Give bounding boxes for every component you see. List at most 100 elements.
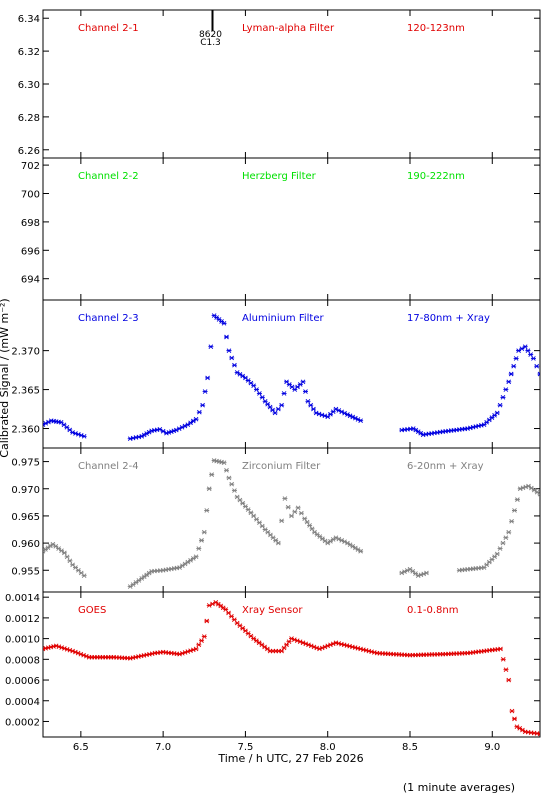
y-tick-label: 0.0012 — [5, 614, 40, 625]
data-point — [309, 526, 315, 532]
data-point — [284, 642, 290, 648]
panel-label: GOES — [78, 605, 106, 616]
data-point — [270, 407, 276, 413]
data-point — [240, 373, 246, 379]
y-tick-label: 6.26 — [18, 146, 40, 157]
flare-class-label: C1.3 — [200, 38, 221, 48]
data-point — [231, 617, 237, 623]
y-tick-label: 700 — [21, 190, 40, 201]
data-point — [234, 370, 240, 375]
x-axis-label: Time / h UTC, 27 Feb 2026 — [217, 752, 363, 765]
data-point — [281, 391, 287, 396]
data-point — [256, 640, 262, 646]
data-point — [177, 565, 183, 570]
panel-4: 0.955 0.960 0.965 0.970 0.975 Channel 2-4 Zirc… — [11, 447, 541, 593]
data-point — [307, 523, 313, 528]
data-point — [327, 538, 333, 544]
data-point — [509, 708, 515, 714]
data-point — [254, 387, 260, 392]
y-tick-label: 6.30 — [18, 80, 40, 91]
data-point — [530, 356, 536, 361]
data-point — [199, 638, 205, 643]
data-point — [511, 363, 517, 369]
y-tick-label: 0.970 — [11, 485, 40, 496]
data-point — [229, 481, 235, 487]
data-point — [205, 375, 211, 381]
y-tick-label: 0.0014 — [5, 593, 40, 604]
data-point — [201, 529, 207, 535]
panel-label: 120-123nm — [407, 23, 465, 34]
data-point — [302, 516, 308, 521]
panel-label: Zirconium Filter — [242, 461, 321, 472]
y-tick-label: 0.0006 — [5, 676, 40, 687]
data-points — [43, 600, 540, 737]
data-point — [281, 645, 287, 651]
data-point — [185, 559, 191, 565]
panel-2: 694 696 698 700 702 Channel 2-2 Herzberg Filte… — [21, 157, 541, 301]
data-point — [196, 409, 202, 415]
data-point — [531, 487, 537, 493]
data-point — [221, 460, 227, 465]
data-point — [223, 467, 229, 473]
data-point — [423, 570, 429, 576]
panel-label: 190-222nm — [407, 171, 465, 182]
data-point — [330, 537, 336, 542]
panel-label: 17-80nm + Xray — [407, 313, 490, 324]
data-point — [133, 580, 139, 585]
data-point — [237, 497, 243, 503]
data-point — [295, 505, 301, 511]
data-point — [64, 554, 70, 560]
data-point — [511, 508, 517, 513]
y-tick-label: 2.370 — [11, 347, 40, 358]
data-point — [136, 578, 142, 583]
data-points — [43, 458, 540, 589]
data-point — [265, 401, 271, 407]
x-tick-label: 6.5 — [73, 742, 89, 753]
data-point — [81, 433, 87, 439]
y-tick-label: 0.965 — [11, 512, 40, 523]
data-point — [221, 321, 227, 326]
y-tick-label: 696 — [21, 246, 40, 257]
data-point — [528, 352, 534, 357]
data-point — [196, 546, 202, 551]
data-point — [500, 657, 506, 662]
data-point — [127, 584, 133, 589]
x-tick-label: 7.0 — [155, 742, 171, 753]
panel-label: 6-20nm + Xray — [407, 461, 484, 472]
data-point — [514, 497, 520, 502]
data-point — [248, 510, 254, 516]
panel-label: Aluminium Filter — [242, 313, 325, 324]
y-tick-label: 0.960 — [11, 539, 40, 550]
data-point — [513, 356, 519, 361]
data-point — [298, 510, 304, 516]
data-point — [534, 363, 540, 369]
data-point — [325, 540, 331, 546]
panel-frame — [42, 591, 541, 738]
y-tick-label: 6.34 — [18, 14, 40, 25]
averaging-note: (1 minute averages) — [403, 781, 515, 794]
data-point — [292, 509, 298, 515]
x-tick-label: 8.0 — [320, 742, 336, 753]
data-point — [196, 642, 202, 648]
data-point — [508, 371, 514, 377]
data-point — [231, 362, 237, 368]
y-tick-label: 0.0010 — [5, 635, 40, 646]
data-point — [182, 561, 188, 567]
data-point — [61, 550, 67, 556]
data-point — [304, 519, 310, 525]
data-point — [188, 420, 194, 426]
data-point — [254, 517, 260, 522]
data-point — [272, 410, 278, 416]
y-tick-label: 0.0004 — [5, 697, 40, 708]
data-point — [279, 518, 285, 524]
data-point — [130, 582, 136, 587]
data-point — [200, 402, 206, 408]
data-point — [275, 540, 281, 546]
data-point — [282, 496, 288, 501]
data-point — [231, 488, 237, 493]
data-point — [300, 379, 306, 385]
y-tick-label: 0.0002 — [5, 717, 40, 728]
y-tick-label: 0.975 — [11, 458, 40, 469]
data-point — [285, 504, 291, 510]
x-tick-label: 8.5 — [402, 742, 418, 753]
